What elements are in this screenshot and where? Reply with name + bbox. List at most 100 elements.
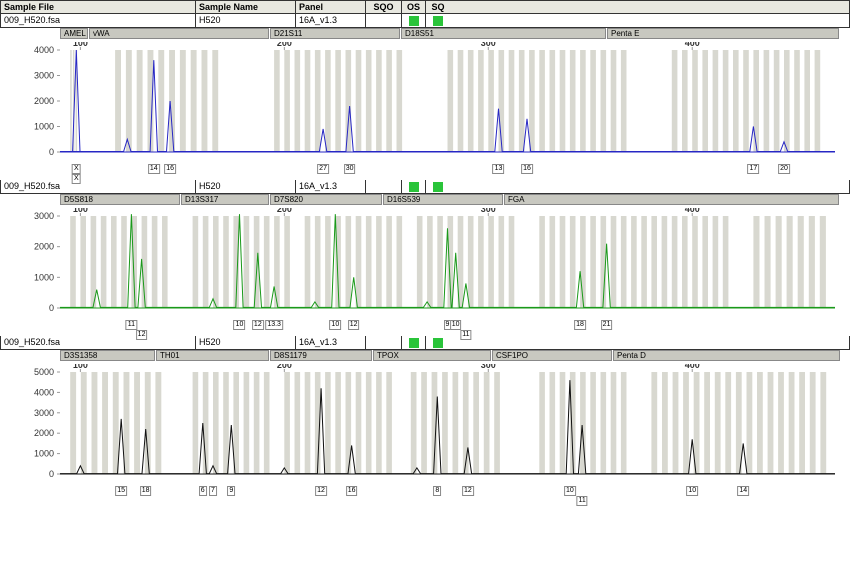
allele-call: 12 xyxy=(462,486,474,496)
svg-text:1000: 1000 xyxy=(34,272,54,282)
marker-label: vWA xyxy=(89,28,269,39)
sample-file-value: 009_H520.fsa xyxy=(1,14,196,27)
panel-value: 16A_v1.3 xyxy=(296,14,366,27)
allele-call: 9 xyxy=(227,486,235,496)
electropherogram-panel: 009_H520.fsaH52016A_v1.3 AMELvWAD21S11D18… xyxy=(0,14,850,176)
marker-label: TH01 xyxy=(156,350,269,361)
allele-call: 10 xyxy=(686,486,698,496)
svg-text:5000: 5000 xyxy=(34,367,54,377)
allele-call: 18 xyxy=(574,320,586,330)
allele-call: 12 xyxy=(315,486,327,496)
allele-call: 18 xyxy=(140,486,152,496)
svg-text:100: 100 xyxy=(73,364,88,370)
svg-text:300: 300 xyxy=(481,208,496,214)
allele-label-row: 1112101213.31012910111821 xyxy=(60,320,850,332)
marker-label: Penta D xyxy=(613,350,840,361)
allele-call: 12 xyxy=(136,330,148,340)
sqo-value xyxy=(366,336,402,349)
allele-label-row: XX1416273013161720 xyxy=(60,164,850,176)
marker-label: D18S51 xyxy=(401,28,606,39)
allele-call: 7 xyxy=(209,486,217,496)
allele-call: 14 xyxy=(148,164,160,174)
status-icon xyxy=(433,16,443,26)
marker-label: D7S820 xyxy=(270,194,382,205)
col-sample-file: Sample File xyxy=(1,1,196,13)
sqo-value xyxy=(366,180,402,193)
allele-call: 30 xyxy=(344,164,356,174)
sqo-value xyxy=(366,14,402,27)
marker-header-row: D3S1358TH01D8S1179TPOXCSF1POPenta D xyxy=(60,350,850,362)
sample-file-value: 009_H520.fsa xyxy=(1,336,196,349)
col-sqo: SQO xyxy=(366,1,402,13)
allele-call: 12 xyxy=(348,320,360,330)
os-status xyxy=(402,180,426,193)
allele-call: 10 xyxy=(234,320,246,330)
allele-call: 8 xyxy=(433,486,441,496)
electropherogram-svg: 0100020003000100200300400 xyxy=(10,208,840,318)
panel-value: 16A_v1.3 xyxy=(296,336,366,349)
marker-label: Penta E xyxy=(607,28,839,39)
svg-text:2000: 2000 xyxy=(34,428,54,438)
electropherogram-svg: 01000200030004000100200300400 xyxy=(10,42,840,162)
marker-label: D3S1358 xyxy=(60,350,155,361)
sample-name-value: H520 xyxy=(196,14,296,27)
allele-call: 16 xyxy=(346,486,358,496)
svg-text:0: 0 xyxy=(49,469,54,479)
marker-label: D21S11 xyxy=(270,28,400,39)
svg-text:400: 400 xyxy=(685,42,700,48)
marker-label: TPOX xyxy=(373,350,491,361)
marker-label: D16S539 xyxy=(383,194,503,205)
allele-call: X xyxy=(72,174,81,184)
svg-text:200: 200 xyxy=(277,208,292,214)
allele-call: 10 xyxy=(329,320,341,330)
marker-label: CSF1PO xyxy=(492,350,612,361)
svg-text:300: 300 xyxy=(481,42,496,48)
svg-text:0: 0 xyxy=(49,147,54,157)
allele-call: 16 xyxy=(521,164,533,174)
marker-label: D5S818 xyxy=(60,194,180,205)
column-header-row: Sample File Sample Name Panel SQO OS SQ xyxy=(0,0,850,14)
col-panel: Panel xyxy=(296,1,366,13)
panel-info-row: 009_H520.fsaH52016A_v1.3 xyxy=(0,180,850,194)
sq-status xyxy=(426,336,450,349)
sq-status xyxy=(426,180,450,193)
allele-call: 12 xyxy=(252,320,264,330)
status-icon xyxy=(409,16,419,26)
svg-text:3000: 3000 xyxy=(34,211,54,221)
allele-call: 14 xyxy=(737,486,749,496)
svg-text:3000: 3000 xyxy=(34,71,54,81)
os-status xyxy=(402,14,426,27)
allele-call: X xyxy=(72,164,81,174)
marker-label: AMEL xyxy=(60,28,88,39)
chart-area: 0100020003000100200300400 xyxy=(10,208,840,318)
sq-status xyxy=(426,14,450,27)
allele-call: 15 xyxy=(115,486,127,496)
svg-text:300: 300 xyxy=(481,364,496,370)
allele-call: 6 xyxy=(199,486,207,496)
svg-text:100: 100 xyxy=(73,208,88,214)
allele-call: 13 xyxy=(493,164,505,174)
allele-label-row: 1518679121681210111014 xyxy=(60,486,850,498)
electropherogram-svg: 010002000300040005000100200300400 xyxy=(10,364,840,484)
allele-call: 11 xyxy=(460,330,471,340)
col-sq: SQ xyxy=(426,1,450,13)
electropherogram-panel: 009_H520.fsaH52016A_v1.3D3S1358TH01D8S11… xyxy=(0,336,850,498)
svg-text:1000: 1000 xyxy=(34,122,54,132)
marker-header-row: D5S818D13S317D7S820D16S539FGA xyxy=(60,194,850,206)
chart-area: 010002000300040005000100200300400 xyxy=(10,364,840,484)
col-os: OS xyxy=(402,1,426,13)
sample-file-value: 009_H520.fsa xyxy=(1,180,196,193)
svg-text:400: 400 xyxy=(685,364,700,370)
svg-text:3000: 3000 xyxy=(34,408,54,418)
allele-call: 11 xyxy=(576,496,587,506)
svg-text:0: 0 xyxy=(49,303,54,313)
allele-call: 10 xyxy=(564,486,576,496)
chart-area: 01000200030004000100200300400 xyxy=(10,42,840,162)
svg-text:200: 200 xyxy=(277,364,292,370)
svg-text:4000: 4000 xyxy=(34,387,54,397)
marker-label: D8S1179 xyxy=(270,350,372,361)
electropherogram-panel: 009_H520.fsaH52016A_v1.3D5S818D13S317D7S… xyxy=(0,180,850,332)
panel-info-row: 009_H520.fsaH52016A_v1.3 xyxy=(0,336,850,350)
allele-call: 20 xyxy=(778,164,790,174)
status-icon xyxy=(409,182,419,192)
